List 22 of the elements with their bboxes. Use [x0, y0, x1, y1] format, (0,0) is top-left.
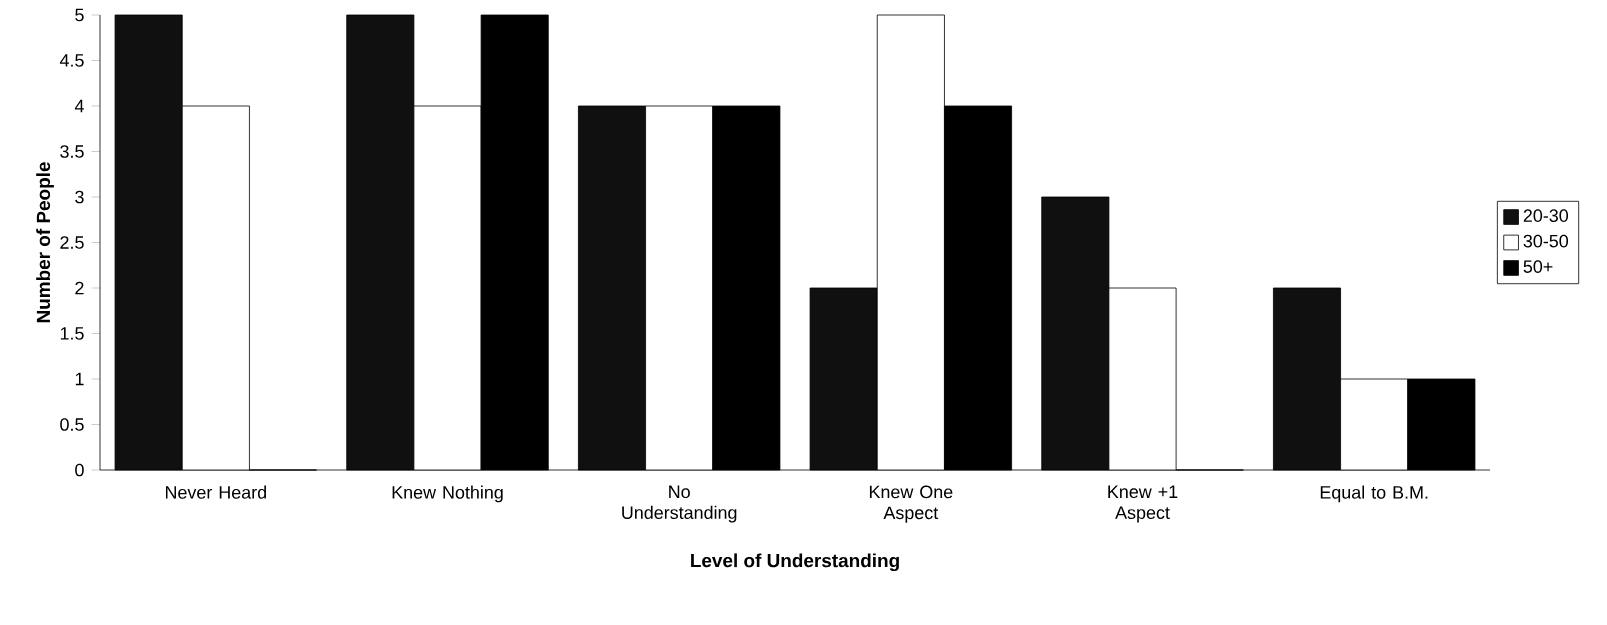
y-tick-label: 1: [75, 372, 84, 386]
y-tick-label: 3.5: [60, 145, 84, 158]
x-tick-label: Equal to B.M.: [1320, 485, 1428, 503]
y-tick-label: 2.5: [60, 236, 84, 249]
y-tick-label: 2: [75, 281, 84, 295]
x-tick-label: Knew Nothing: [392, 485, 503, 503]
y-axis-title: Number of People: [36, 162, 54, 323]
x-tick-label: Knew One Aspect: [869, 485, 953, 523]
legend-label: 30-50: [1523, 234, 1569, 248]
y-tick-label: 0.5: [60, 418, 84, 431]
y-tick-label: 4.5: [59, 54, 84, 67]
y-tick-label: 3: [75, 190, 84, 204]
x-tick-label: No Understanding: [622, 485, 737, 523]
x-axis-title: Level of Understanding: [691, 553, 899, 572]
y-tick-label: 5: [75, 8, 84, 22]
x-tick-label: Knew +1 Aspect: [1108, 485, 1178, 523]
legend-label: 50+: [1523, 260, 1553, 273]
y-tick-label: 0: [75, 463, 84, 477]
y-tick-label: 1.5: [60, 327, 84, 340]
legend-label: 20-30: [1523, 209, 1569, 222]
y-tick-label: 4: [74, 99, 84, 113]
x-tick-label: Never Heard: [165, 485, 266, 499]
